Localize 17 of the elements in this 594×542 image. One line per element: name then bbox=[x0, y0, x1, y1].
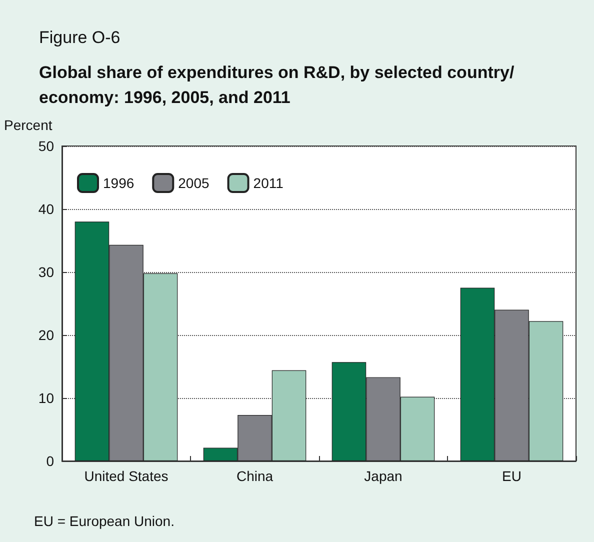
x-tick-label: China bbox=[236, 468, 274, 484]
legend-label: 1996 bbox=[103, 175, 134, 191]
y-tick-label: 10 bbox=[38, 390, 54, 406]
text: EU = European Union. bbox=[34, 513, 174, 529]
legend-label: 2011 bbox=[253, 175, 284, 191]
x-tick-label: United States bbox=[84, 468, 168, 484]
y-tick-label: 40 bbox=[38, 201, 54, 217]
y-tick-label: 30 bbox=[38, 264, 54, 280]
legend-label: 2005 bbox=[178, 175, 210, 191]
y-tick-label: 50 bbox=[38, 138, 54, 154]
y-tick-label: 20 bbox=[38, 327, 54, 343]
y-tick-label: 0 bbox=[46, 453, 54, 469]
x-tick-label: Japan bbox=[364, 468, 402, 484]
y-axis-title: Percent bbox=[4, 117, 52, 133]
x-tick-label: EU bbox=[502, 468, 522, 484]
chart-title: Figure O-6 bbox=[39, 28, 120, 47]
chart-subtitle: Global share of expenditures on R&D, by selected country/economy: 1996, 2005, and 2011 bbox=[39, 63, 514, 107]
